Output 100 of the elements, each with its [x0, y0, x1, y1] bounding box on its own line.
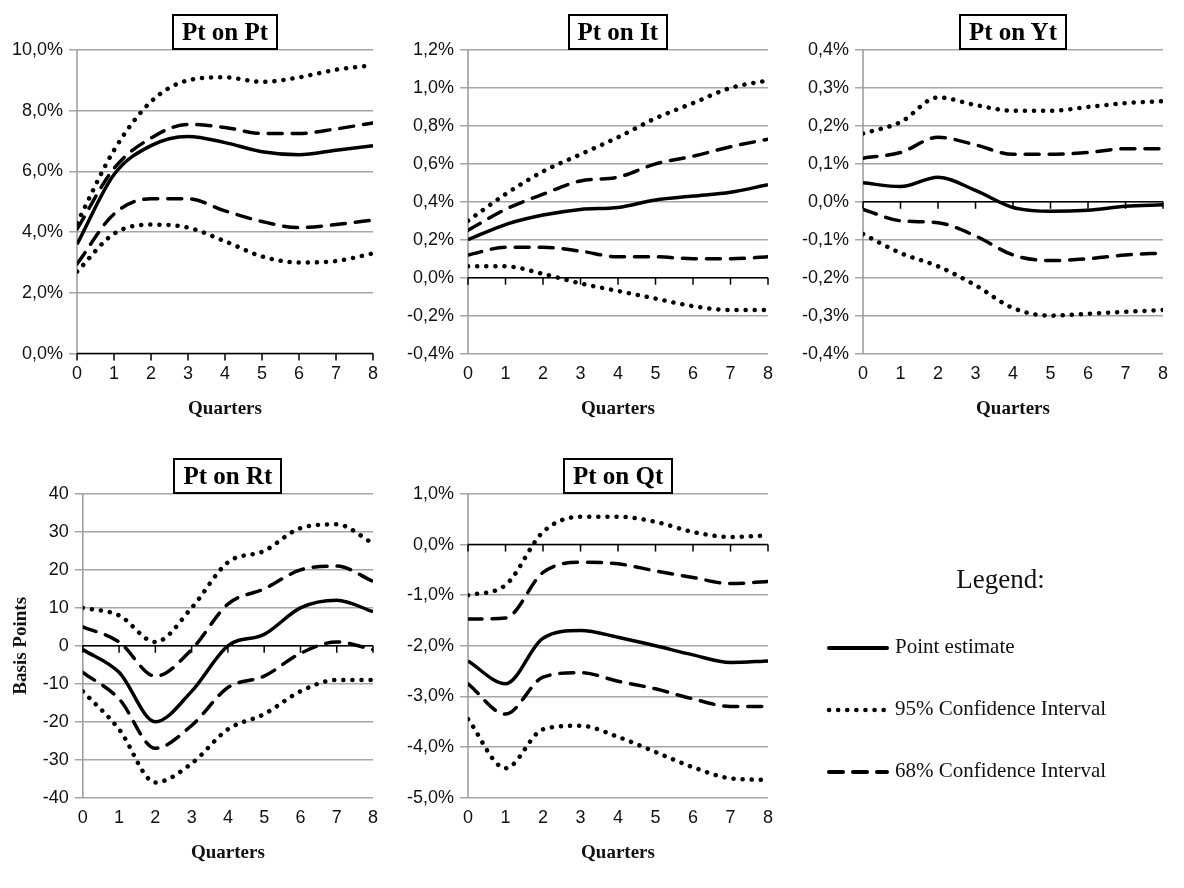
y-tick-label: 0,4%: [412, 190, 455, 211]
x-tick-label: 4: [613, 363, 624, 384]
x-axis-title: Quarters: [976, 396, 1050, 418]
y-tick-label: -20: [42, 710, 69, 731]
y-tick-label: -10: [42, 672, 69, 693]
legend-label: Point estimate: [895, 633, 1015, 659]
x-tick-label: 6: [294, 363, 305, 384]
chart-title: Pt on Pt: [172, 14, 279, 50]
y-tick-label: 0,4%: [807, 38, 850, 59]
x-tick-label: 7: [331, 807, 342, 828]
legend-label: 95% Confidence Interval: [895, 695, 1107, 721]
y-tick-label: -5,0%: [406, 786, 455, 807]
y-tick-label: -3,0%: [406, 685, 455, 706]
y-tick-label: -0,4%: [406, 342, 455, 363]
legend-label: 68% Confidence Interval: [895, 757, 1107, 783]
x-axis-title: Quarters: [581, 396, 655, 418]
x-tick-label: 5: [650, 363, 661, 384]
x-tick-label: 0: [72, 363, 83, 384]
x-tick-label: 8: [762, 363, 774, 384]
x-tick-label: 8: [762, 807, 774, 828]
x-tick-label: 1: [500, 363, 511, 384]
y-tick-label: 8,0%: [22, 99, 64, 120]
x-tick-label: 2: [538, 363, 549, 384]
x-tick-label: 6: [688, 807, 699, 828]
x-tick-label: 3: [970, 363, 981, 384]
line-series: [863, 135, 1163, 160]
y-tick-label: 10,0%: [11, 38, 64, 59]
x-tick-label: 4: [1008, 363, 1019, 384]
x-tick-label: 2: [538, 807, 549, 828]
x-tick-label: 5: [650, 807, 661, 828]
x-tick-label: 3: [575, 807, 586, 828]
chart-title: Pt on It: [567, 14, 669, 50]
y-tick-label: 6,0%: [22, 160, 64, 181]
y-tick-label: 4,0%: [22, 221, 64, 242]
y-tick-label: 0,0%: [807, 190, 850, 211]
y-tick-label: 0,0%: [22, 342, 64, 363]
x-tick-label: 6: [688, 363, 699, 384]
x-tick-label: 4: [613, 807, 624, 828]
y-tick-label: 0: [58, 634, 69, 655]
x-tick-label: 5: [1045, 363, 1056, 384]
y-tick-label: 10: [48, 596, 69, 617]
y-tick-label: 40: [48, 482, 69, 503]
x-tick-label: 1: [500, 807, 511, 828]
x-tick-label: 8: [367, 807, 379, 828]
chart-title: Pt on Yt: [959, 14, 1067, 50]
x-tick-label: 1: [895, 363, 906, 384]
x-axis-title: Quarters: [190, 840, 265, 862]
y-tick-label: 0,0%: [412, 266, 455, 287]
y-tick-label: -0,1%: [801, 228, 850, 249]
x-tick-label: 4: [220, 363, 231, 384]
x-tick-label: 7: [331, 363, 342, 384]
y-tick-label: 1,0%: [412, 76, 455, 97]
y-tick-label: -0,3%: [801, 304, 850, 325]
x-tick-label: 0: [463, 363, 474, 384]
x-tick-label: 2: [150, 807, 161, 828]
y-tick-label: -40: [42, 786, 69, 807]
y-tick-label: 0,3%: [807, 76, 850, 97]
x-axis-title: Quarters: [581, 840, 655, 862]
x-tick-label: 2: [933, 363, 944, 384]
x-tick-label: 3: [575, 363, 586, 384]
x-tick-label: 6: [1083, 363, 1094, 384]
y-tick-label: -4,0%: [406, 735, 455, 756]
y-tick-label: -0,2%: [406, 304, 455, 325]
y-tick-label: 0,2%: [807, 114, 850, 135]
x-tick-label: 4: [222, 807, 233, 828]
x-tick-label: 7: [1120, 363, 1131, 384]
y-tick-label: 20: [48, 558, 69, 579]
y-tick-label: -30: [42, 748, 69, 769]
y-tick-label: 1,0%: [412, 482, 455, 503]
legend-title: Legend:: [955, 564, 1046, 595]
y-tick-label: 0,1%: [807, 152, 850, 173]
x-tick-label: 5: [259, 807, 270, 828]
x-axis-title: Quarters: [188, 396, 262, 418]
x-tick-label: 8: [367, 363, 379, 384]
x-tick-label: 5: [257, 363, 268, 384]
y-tick-label: 1,2%: [412, 38, 455, 59]
y-tick-label: -2,0%: [406, 634, 455, 655]
x-tick-label: 0: [77, 807, 88, 828]
x-tick-label: 3: [183, 363, 194, 384]
line-series: [468, 245, 768, 261]
y-tick-label: -0,2%: [801, 266, 850, 287]
chart-title: Pt on Rt: [173, 458, 283, 494]
x-tick-label: 1: [109, 363, 120, 384]
y-tick-label: 2,0%: [22, 281, 64, 302]
x-tick-label: 7: [725, 807, 736, 828]
y-tick-label: -1,0%: [406, 584, 455, 605]
y-tick-label: 0,6%: [412, 152, 455, 173]
x-tick-label: 7: [725, 363, 736, 384]
y-tick-label: 0,8%: [412, 114, 455, 135]
y-tick-label: -0,4%: [801, 342, 850, 363]
x-tick-label: 2: [146, 363, 157, 384]
y-tick-label: 0,2%: [412, 228, 455, 249]
y-tick-label: 30: [48, 520, 69, 541]
y-axis-title: Basis Points: [9, 596, 31, 695]
x-tick-label: 8: [1157, 363, 1169, 384]
x-tick-label: 1: [114, 807, 125, 828]
y-tick-label: 0,0%: [412, 533, 455, 554]
x-tick-label: 6: [295, 807, 306, 828]
x-tick-label: 3: [186, 807, 197, 828]
chart-title: Pt on Qt: [563, 458, 674, 494]
